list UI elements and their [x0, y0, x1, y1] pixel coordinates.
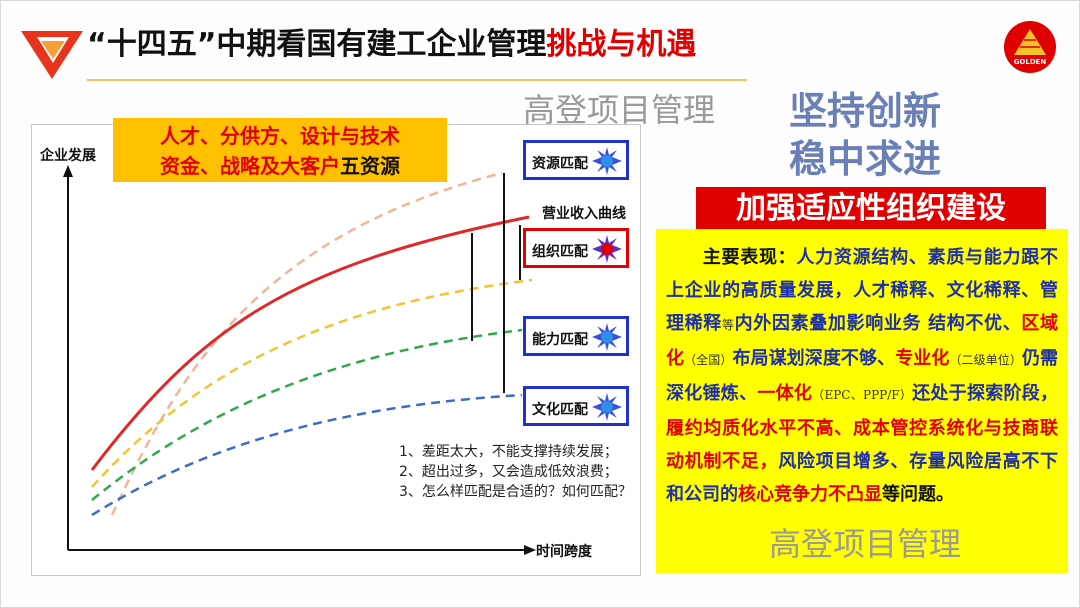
desc-core-competitiveness: 核心竞争力不凸显: [738, 484, 882, 505]
capability-match-label: 能力匹配: [532, 332, 588, 348]
red-sun-icon: [592, 235, 622, 263]
organization-curve: [91, 278, 533, 488]
five-resources-line-1: 人才、分供方、设计与技术: [160, 124, 400, 148]
blue-sun-icon: [592, 393, 622, 421]
desc-region-note: （全国）: [684, 353, 733, 367]
note-1: 1、差距太大，不能支撑持续发展；: [399, 444, 618, 460]
red-triangle-logo: [21, 31, 83, 79]
y-axis-label: 企业发展: [40, 148, 96, 164]
culture-match-label: 文化匹配: [532, 402, 588, 418]
desc-part-3: 等: [721, 318, 735, 332]
title-main: “十四五”中期看国有建工企业管理: [87, 27, 547, 62]
desc-part-2: 人力资源结构、素质与能力跟不上企业的高质量发展，人才稀释、文化稀释、管理稀释: [666, 247, 1058, 334]
golden-logo: GOLDEN: [1004, 21, 1056, 73]
culture-match-box: 文化匹配: [523, 386, 629, 426]
slogan-line-2: 稳中求进: [789, 137, 942, 181]
slogan-line-1: 坚持创新: [789, 89, 942, 133]
desc-part-4: 内外因素叠加影响业务 结构不优、: [734, 313, 1022, 334]
organization-match-label: 组织匹配: [532, 244, 588, 260]
blue-sun-icon: [592, 323, 622, 351]
desc-specialization: 专业化: [895, 348, 950, 369]
resource-curve: [110, 171, 503, 516]
five-resources-suffix: 五资源: [340, 154, 400, 178]
desc-integration: 一体化: [757, 383, 813, 404]
org-heading: 加强适应性组织建设: [696, 187, 1046, 231]
desc-region: 区域化: [666, 313, 1058, 369]
five-resources-line-2: 资金、战略及大客户: [160, 154, 340, 178]
desc-lead: 主要表现：: [702, 247, 797, 268]
revenue-curve: [90, 215, 530, 471]
organization-match-box: 组织匹配: [523, 228, 629, 268]
chart-notes: 1、差距太大，不能支撑持续发展； 2、超出过多，又会造成低效浪费； 3、怎么样匹…: [399, 442, 632, 502]
desc-part-14: 履约均质化水平不高、成本管控系统化与技商联动机制不足，: [666, 418, 1058, 472]
slogan: 坚持创新 稳中求进: [789, 87, 941, 183]
five-resources-box: 人才、分供方、设计与技术 资金、战略及大客户五资源: [113, 118, 447, 182]
desc-part-7: 布局谋划深度不够、: [732, 348, 896, 369]
desc-specialization-note: （二级单位）: [949, 353, 1022, 367]
golden-pyramid-icon: [1014, 29, 1046, 55]
golden-logo-text: GOLDEN: [1013, 58, 1047, 66]
watermark-bottom: 高登项目管理: [769, 525, 962, 563]
resource-match-box: 资源匹配: [523, 140, 629, 180]
slide-title: “十四五”中期看国有建工企业管理挑战与机遇: [87, 19, 696, 63]
x-axis-label: 时间跨度: [536, 544, 592, 560]
title-highlight: 挑战与机遇: [546, 27, 697, 62]
capability-curve: [91, 328, 523, 501]
culture-curve: [91, 393, 523, 517]
desc-part-13: 还处于探索阶段，: [912, 383, 1059, 404]
main-description: 主要表现：人力资源结构、素质与能力跟不上企业的高质量发展，人才稀释、文化稀释、管…: [656, 229, 1068, 573]
y-axis-arrow: [63, 165, 73, 177]
resource-match-label: 资源匹配: [532, 156, 588, 172]
title-underline: [87, 79, 747, 81]
chart-svg: [63, 165, 536, 555]
note-2: 2、超出过多，又会造成低效浪费；: [399, 464, 618, 480]
note-3: 3、怎么样匹配是合适的？如何匹配？: [399, 484, 632, 500]
blue-sun-icon: [592, 147, 622, 175]
desc-part-17: 等问题。: [882, 484, 954, 505]
desc-part-15: 风险项目增多、存量风险居高不下和公司的: [666, 451, 1059, 505]
desc-integration-note: （EPC、PPP/F）: [812, 388, 913, 402]
desc-part-10: 仍需深化锤炼、: [666, 348, 1059, 404]
revenue-curve-label: 营业收入曲线: [542, 206, 626, 222]
x-axis-arrow: [524, 545, 536, 555]
watermark-top: 高登项目管理: [523, 91, 716, 129]
capability-match-box: 能力匹配: [523, 316, 629, 356]
